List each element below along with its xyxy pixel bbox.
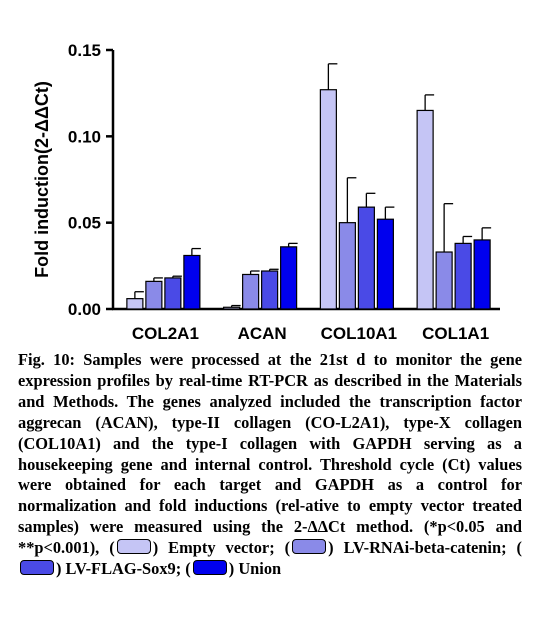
- bar: [416, 109, 434, 310]
- bar: [280, 246, 298, 310]
- bar: [357, 206, 375, 310]
- bar: [223, 306, 241, 310]
- bar: [435, 251, 453, 310]
- y-tick-label: 0.00: [68, 300, 101, 319]
- caption-text: Samples were processed at the 21st d to …: [18, 350, 522, 558]
- legend-swatch-union: [192, 560, 227, 576]
- caption-label: Fig. 10:: [18, 350, 75, 369]
- x-category-label: COL10A1: [321, 324, 398, 343]
- bar: [454, 242, 472, 310]
- legend-label-sox9: ) LV-FLAG-Sox9; (: [56, 559, 191, 579]
- legend-label-rnai: ) LV-RNAi-beta-catenin; (: [328, 538, 522, 558]
- legend-union-text: Union: [238, 559, 282, 579]
- y-tick-label: 0.10: [68, 127, 101, 146]
- bar: [473, 239, 491, 310]
- figure-caption: Fig. 10: Samples were processed at the 2…: [18, 350, 522, 579]
- y-tick-label: 0.05: [68, 214, 101, 233]
- legend-label-empty-vector: ) Empty vector;: [152, 538, 275, 558]
- x-category-label: COL2A1: [132, 324, 199, 343]
- legend-label-union: ): [228, 559, 235, 579]
- chart-container: 0.00 0.05 0.10 0.15 Fold induction(2-ΔΔCt) CO…: [32, 41, 500, 343]
- x-category-label: COL1A1: [422, 324, 489, 343]
- y-tick-label: 0.15: [68, 41, 101, 60]
- x-category-label: ACAN: [238, 324, 287, 343]
- bar: [376, 218, 394, 310]
- bar: [145, 280, 163, 310]
- bar: [183, 254, 201, 310]
- bar: [261, 270, 279, 310]
- legend-swatch-rnai: [292, 539, 327, 555]
- bar: [242, 273, 260, 310]
- bar: [164, 277, 182, 310]
- legend-swatch-sox9: [20, 560, 54, 576]
- bar: [338, 222, 356, 310]
- bar: [126, 298, 144, 310]
- y-axis-title: Fold induction(2-ΔΔCt): [32, 81, 52, 278]
- bar-chart: 0.00 0.05 0.10 0.15 Fold induction(2-ΔΔCt) CO…: [32, 41, 500, 343]
- bar: [319, 89, 337, 310]
- legend-swatch-empty-vector: [116, 539, 151, 555]
